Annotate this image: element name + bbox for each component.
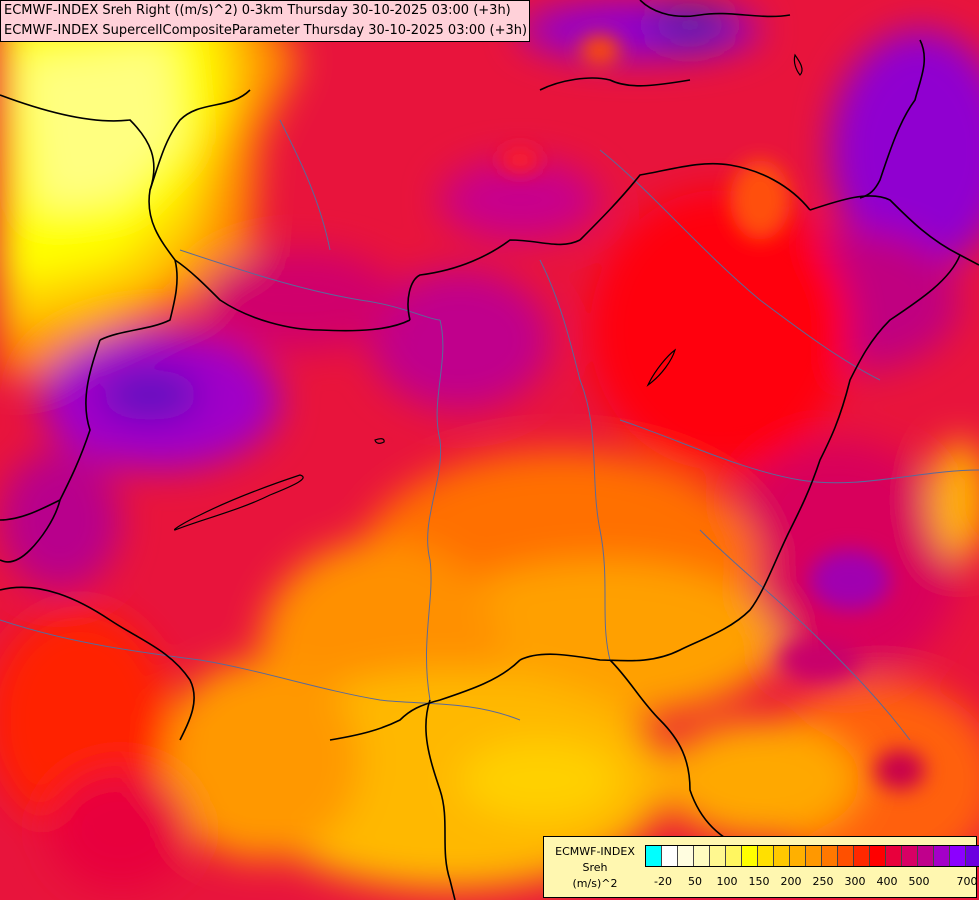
legend-tick-label: 500: [908, 875, 930, 888]
legend-swatch: [854, 846, 870, 866]
legend-tick-label: 700: [956, 875, 978, 888]
lakes: [173, 53, 803, 531]
legend-tick-label: 300: [844, 875, 866, 888]
legend-tick-label: 50: [688, 875, 702, 888]
legend-units: (m/s)^2: [572, 877, 618, 890]
field-details: [500, 35, 925, 790]
color-legend: ECMWF-INDEX Sreh (m/s)^2 -20 50 100 150 200 2…: [543, 836, 979, 898]
legend-swatch: [838, 846, 854, 866]
legend-swatch: [694, 846, 710, 866]
title-line-2: ECMWF-INDEX SupercellCompositeParameter …: [4, 23, 528, 38]
legend-swatch: [870, 846, 886, 866]
legend-swatch: [918, 846, 934, 866]
legend-swatch: [966, 846, 979, 866]
legend-title: ECMWF-INDEX: [555, 845, 635, 858]
legend-swatch: [726, 846, 742, 866]
legend-swatch: [758, 846, 774, 866]
legend-tick-label: -20: [654, 875, 672, 888]
legend-tick-label: 250: [812, 875, 834, 888]
legend-tick-label: 200: [780, 875, 802, 888]
legend-swatch: [902, 846, 918, 866]
legend-tick-label: 150: [748, 875, 770, 888]
legend-tick-label: 100: [716, 875, 738, 888]
rivers: [0, 119, 979, 741]
title-line-1: ECMWF-INDEX Sreh Right ((m/s)^2) 0-3km T…: [4, 3, 511, 18]
legend-tick-label: 400: [876, 875, 898, 888]
legend-swatch: [646, 846, 662, 866]
legend-swatch: [934, 846, 950, 866]
legend-swatches: [645, 845, 979, 867]
legend-variable: Sreh: [582, 861, 608, 874]
title-box: ECMWF-INDEX Sreh Right ((m/s)^2) 0-3km T…: [0, 0, 530, 42]
legend-swatch: [662, 846, 678, 866]
legend-swatch: [950, 846, 966, 866]
legend-swatch: [790, 846, 806, 866]
legend-swatch: [886, 846, 902, 866]
legend-swatch: [822, 846, 838, 866]
legend-swatch: [678, 846, 694, 866]
legend-swatch: [742, 846, 758, 866]
legend-swatch: [806, 846, 822, 866]
legend-swatch: [710, 846, 726, 866]
legend-swatch: [774, 846, 790, 866]
